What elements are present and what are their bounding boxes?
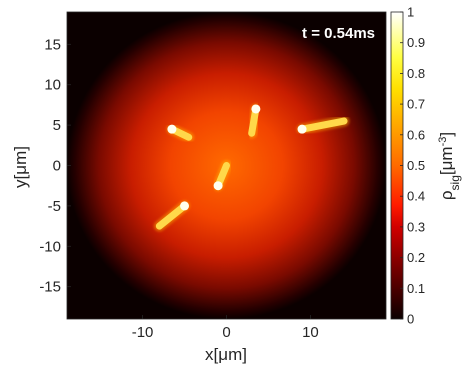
- time-annotation: t = 0.54ms: [302, 25, 375, 42]
- colorbar-label-close: ]: [437, 132, 456, 137]
- colorbar-tick-label: 0.7: [407, 97, 425, 112]
- cell-body: [155, 202, 189, 230]
- colorbar-ticks: 1 0.9 0.8 0.7 0.6 0.5 0.4 0.3 0.2 0.1 0: [400, 5, 425, 327]
- colorbar: 1 0.9 0.8 0.7 0.6 0.5 0.4 0.3 0.2 0.1 0 ρsig[μm-3]: [390, 5, 462, 327]
- x-tick-label: 0: [222, 324, 230, 341]
- y-axis-label: y[μm]: [11, 146, 30, 188]
- colorbar-label-exp: -3: [437, 137, 449, 147]
- colorbar-tick-label: 0.2: [407, 250, 425, 265]
- colorbar-tick-label: 0.4: [407, 189, 425, 204]
- x-axis-ticks: -10 0 10: [132, 315, 319, 341]
- plot-area: [66, 11, 387, 320]
- colorbar-tick-label: 0.8: [407, 66, 425, 81]
- colorbar-tick-label: 0: [407, 312, 414, 327]
- colorbar-tick-label: 0.3: [407, 219, 425, 234]
- cell-head: [251, 104, 261, 114]
- y-axis-ticks: 15 10 5 0 -5 -10 -15: [39, 36, 71, 296]
- cell-head: [180, 201, 190, 211]
- cell-head: [213, 181, 223, 191]
- x-tick-label: 10: [302, 324, 319, 341]
- colorbar-label-sub: sig: [448, 175, 462, 190]
- colorbar-label-unit: [μm: [437, 146, 456, 175]
- cell-head: [167, 124, 177, 134]
- cell-head: [297, 124, 307, 134]
- y-tick-label: -5: [48, 198, 61, 215]
- colorbar-gradient: [391, 12, 403, 319]
- y-tick-label: 5: [53, 117, 61, 134]
- colorbar-tick-label: 0.9: [407, 35, 425, 50]
- x-tick-label: -10: [132, 324, 154, 341]
- colorbar-tick-label: 0.5: [407, 158, 425, 173]
- colorbar-label-symbol: ρ: [437, 190, 456, 200]
- cell-group: [153, 103, 350, 232]
- colorbar-label: ρsig[μm-3]: [437, 132, 462, 200]
- x-axis-label: x[μm]: [205, 345, 247, 364]
- y-tick-label: 0: [53, 158, 61, 175]
- y-tick-label: -10: [39, 238, 61, 255]
- y-tick-label: 10: [44, 77, 61, 94]
- y-tick-label: -15: [39, 279, 61, 296]
- colorbar-tick-label: 0.1: [407, 281, 425, 296]
- colorbar-tick-label: 0.6: [407, 127, 425, 142]
- cell-body: [298, 117, 348, 133]
- colorbar-tick-label: 1: [407, 5, 414, 20]
- y-tick-label: 15: [44, 36, 61, 53]
